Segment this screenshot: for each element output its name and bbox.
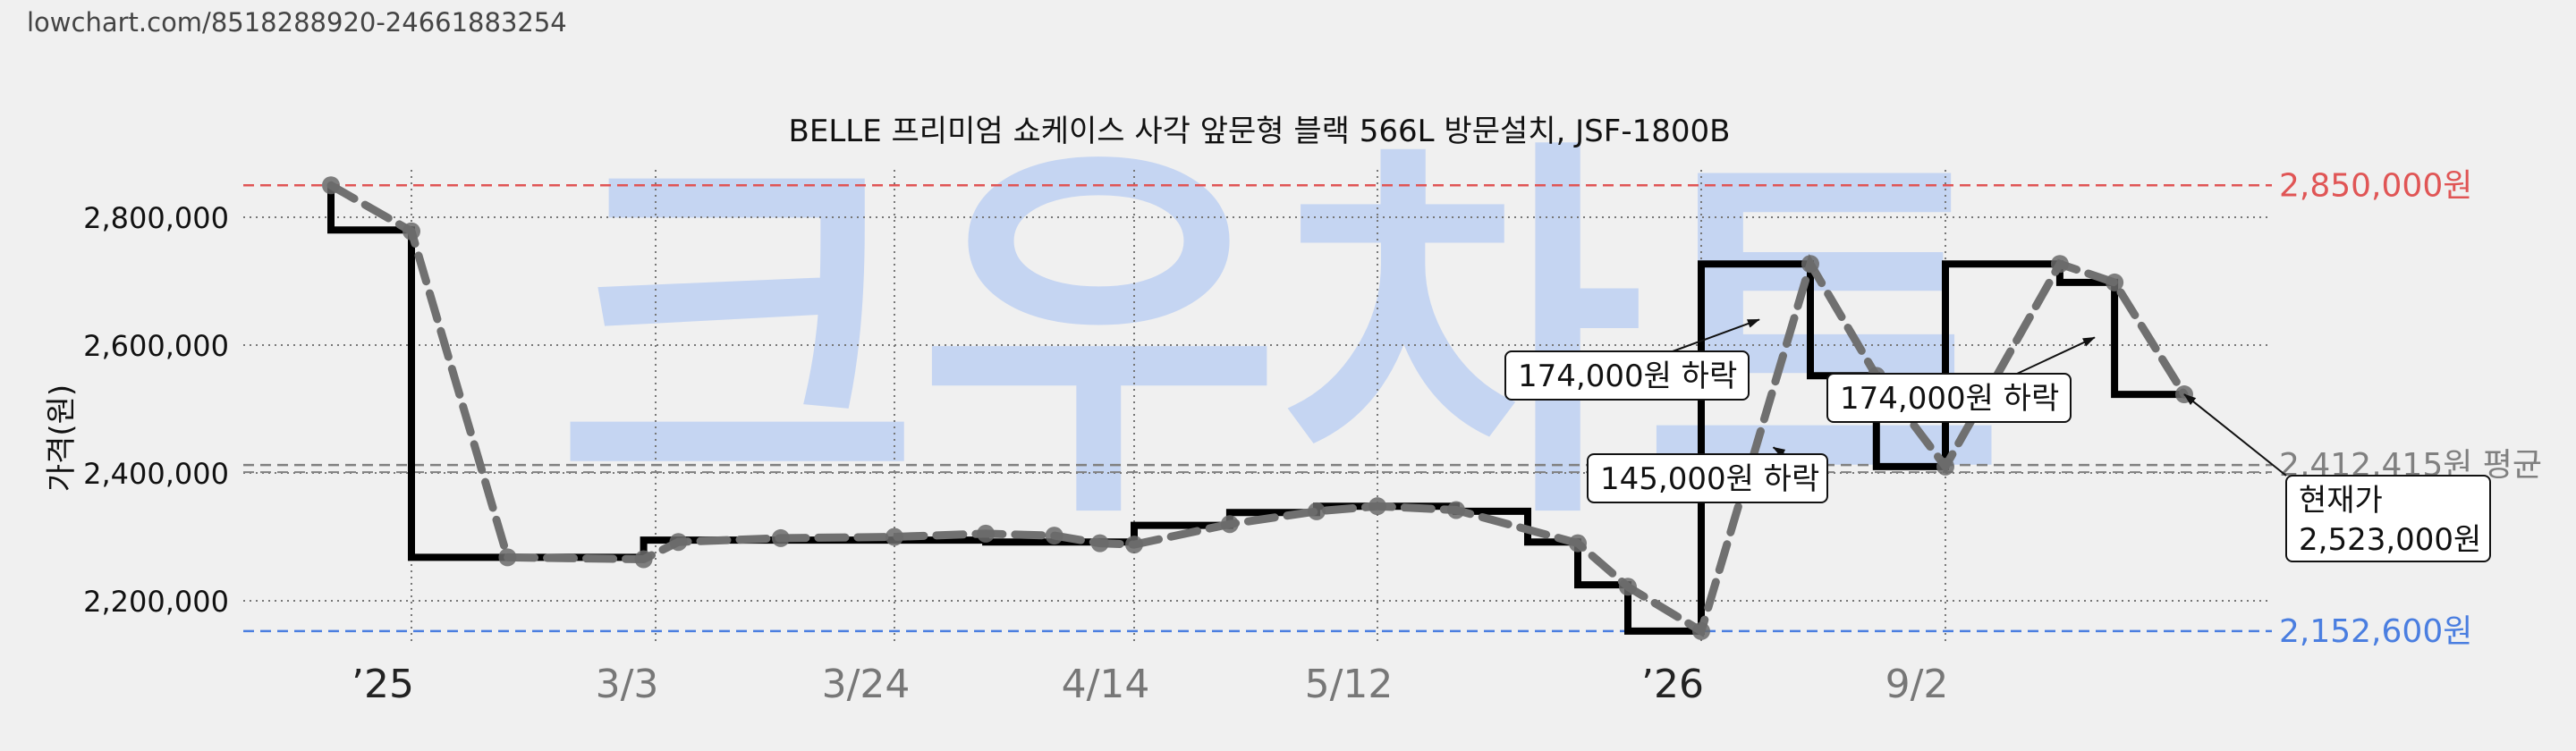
data-point (498, 548, 517, 567)
x-tick-label: 4/14 (1062, 662, 1150, 707)
y-tick-label: 2,600,000 (83, 329, 229, 363)
reference-label: 2,152,600원 (2279, 613, 2472, 650)
annotation-text: 2,523,000원 (2299, 522, 2481, 558)
annotation-box (1504, 350, 1750, 401)
data-point (2106, 273, 2124, 291)
data-point (1368, 497, 1386, 516)
data-point (1045, 527, 1063, 545)
axis-ticks: 2,200,000 2,400,000 2,600,000 2,800,000 ’25 3… (83, 201, 1948, 707)
y-tick-label: 2,400,000 (83, 457, 229, 491)
annotations: 174,000원 하락 145,000원 하락 174,000원 하락현재가2,52… (1504, 318, 2491, 562)
annotation-text: 145,000원 하락 (1600, 461, 1819, 497)
data-point (1308, 502, 1326, 520)
chart-title: BELLE 프리미엄 쇼케이스 사각 앞문형 블랙 566L 방문설치, JSF… (789, 114, 1731, 149)
data-point (1220, 515, 1239, 534)
data-point (886, 527, 903, 546)
y-tick-label: 2,800,000 (83, 201, 229, 235)
annotation-arrow (2016, 336, 2096, 375)
data-point (1569, 534, 1587, 553)
annotation-arrow (2183, 393, 2287, 477)
annotation-text: 현재가 (2299, 483, 2383, 519)
x-tick-label: 5/12 (1305, 662, 1394, 707)
reference-label: 2,850,000원 (2279, 167, 2472, 204)
annotation-arrow (1672, 318, 1760, 352)
data-point (634, 550, 653, 569)
data-point (1447, 501, 1465, 519)
data-point (977, 524, 996, 543)
annotation-text: 174,000원 하락 (1518, 359, 1737, 394)
annotation-box (1587, 453, 1828, 503)
annotation-box (2285, 475, 2491, 562)
data-point (322, 176, 340, 195)
annotation-box (1826, 373, 2072, 423)
data-point (1125, 536, 1143, 554)
data-point (771, 528, 790, 547)
data-point (2050, 255, 2069, 274)
y-tick-label: 2,200,000 (83, 585, 229, 619)
x-tick-label: ’25 (352, 662, 414, 707)
y-axis-label: 가격(원) (44, 384, 80, 492)
data-point (1619, 578, 1637, 596)
data-point (1090, 534, 1109, 553)
data-point (402, 222, 420, 240)
data-point (1801, 255, 1819, 274)
source-url[interactable]: lowchart.com/8518288920-24661883254 (27, 7, 567, 38)
data-point (1692, 621, 1710, 640)
data-point (1936, 457, 1954, 476)
annotation-text: 174,000원 하락 (1840, 381, 2059, 417)
annotation-arrow (1772, 446, 1786, 458)
x-tick-label: 9/2 (1885, 662, 1949, 707)
x-tick-label: 3/24 (822, 662, 911, 707)
data-point (669, 533, 688, 552)
x-tick-label: 3/3 (596, 662, 659, 707)
x-tick-label: ’26 (1641, 662, 1704, 707)
